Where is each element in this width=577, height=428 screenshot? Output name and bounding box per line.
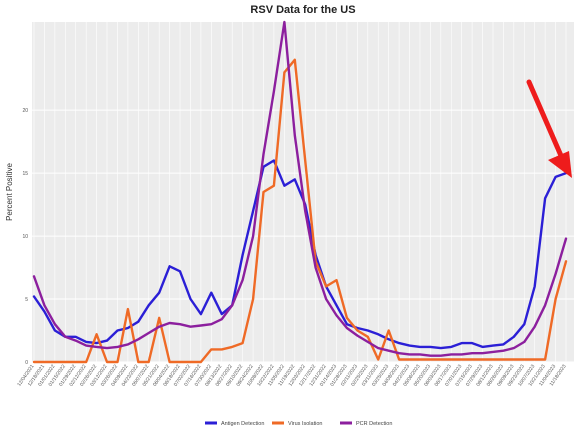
series-line-pcr-detection bbox=[32, 20, 568, 357]
legend: Antigen Detection Virus Isolation PCR Dete… bbox=[205, 421, 392, 427]
x-axis-ticks: 12/04/202112/18/202101/01/202201/15/2022… bbox=[16, 364, 567, 388]
y-tick-label: 5 bbox=[25, 297, 28, 303]
series-line-antigen-detection bbox=[32, 159, 568, 350]
red-arrow-annotation bbox=[526, 79, 572, 178]
legend-label: Virus Isolation bbox=[288, 421, 322, 427]
y-axis-label: Percent Positive bbox=[5, 163, 14, 221]
arrow-shaft bbox=[526, 79, 565, 161]
y-tick-label: 20 bbox=[22, 108, 28, 114]
series-lines bbox=[32, 20, 568, 364]
y-axis-ticks: 0 5 10 15 20 bbox=[22, 108, 28, 366]
y-tick-label: 15 bbox=[22, 171, 28, 177]
series-line-virus-isolation bbox=[32, 58, 568, 364]
legend-label: Antigen Detection bbox=[221, 421, 264, 427]
legend-label: PCR Detection bbox=[356, 421, 392, 427]
arrow-head bbox=[548, 151, 572, 178]
y-tick-label: 0 bbox=[25, 360, 28, 366]
chart-title: RSV Data for the US bbox=[250, 4, 355, 16]
y-tick-label: 10 bbox=[22, 234, 28, 240]
